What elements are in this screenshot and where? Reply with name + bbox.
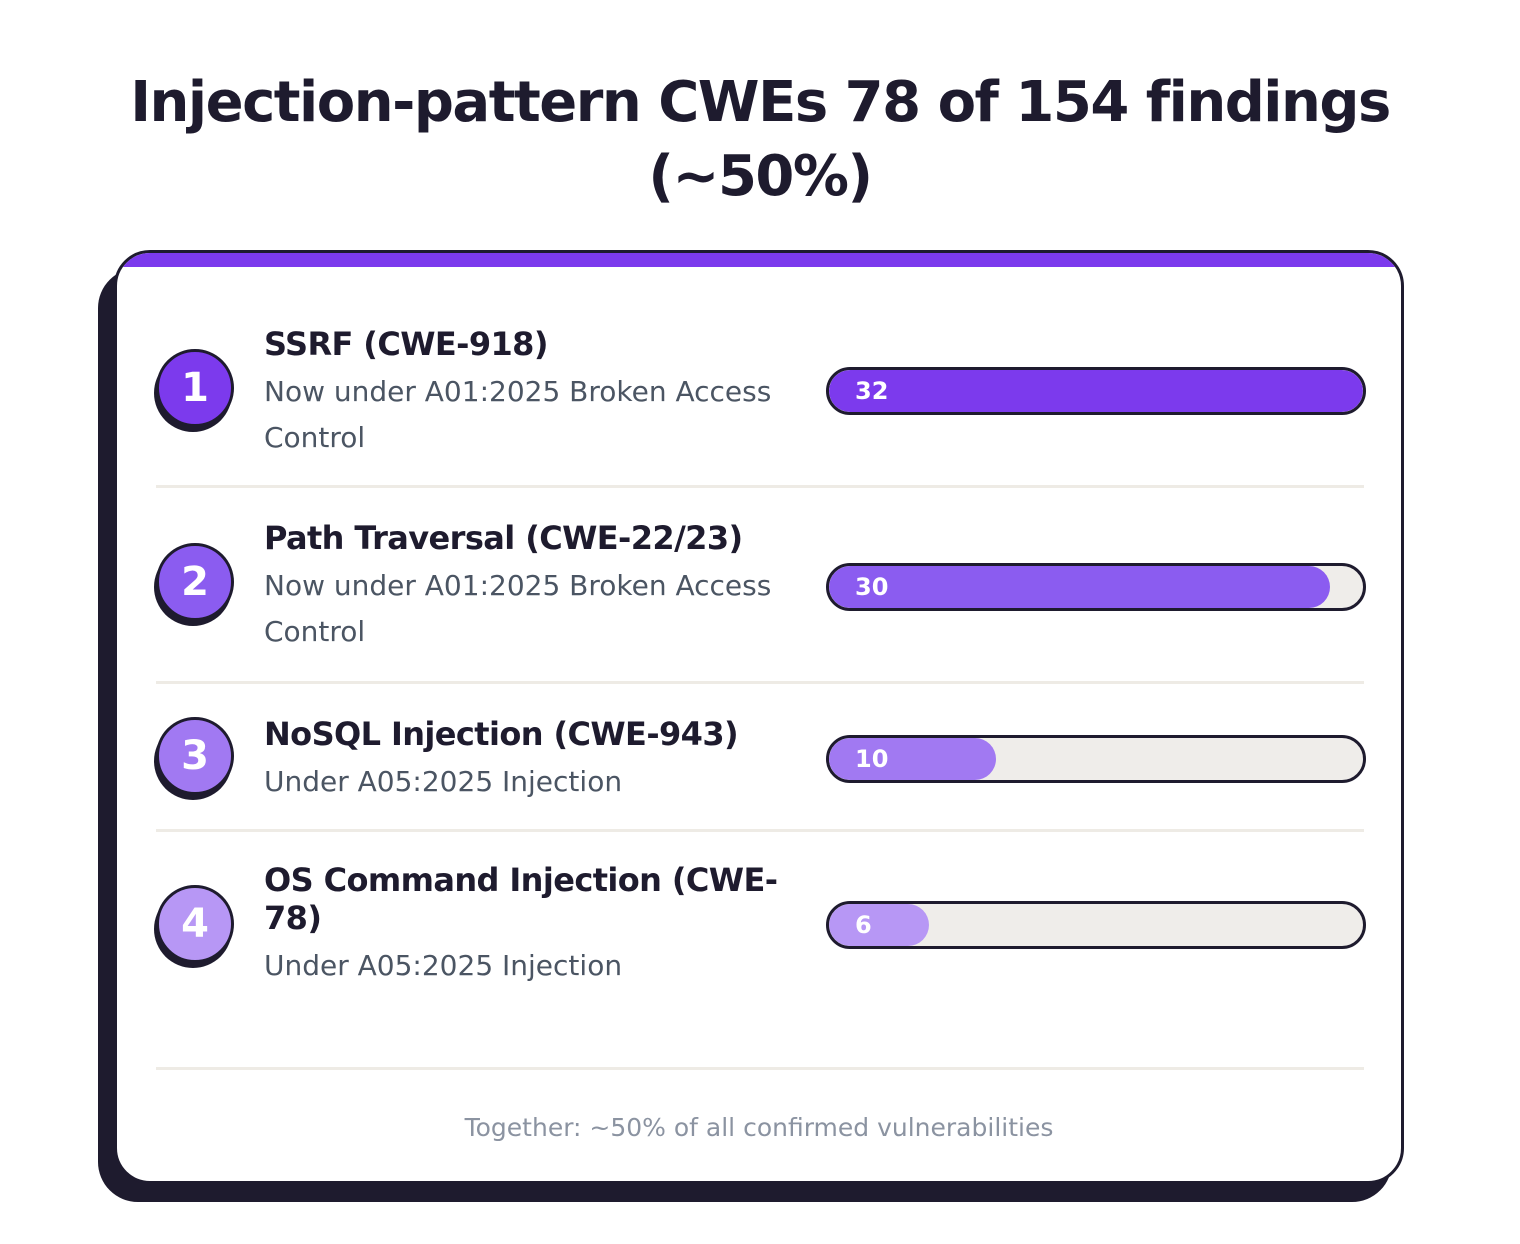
bar-track: 30 xyxy=(826,563,1366,611)
bar-fill xyxy=(829,566,1330,608)
bar-track: 10 xyxy=(826,735,1366,783)
row-text: NoSQL Injection (CWE-943) Under A05:2025… xyxy=(264,715,804,805)
row-subtitle: Now under A01:2025 Broken Access Control xyxy=(264,569,772,648)
bar-value-label: 10 xyxy=(855,745,889,773)
rank-badge: 1 xyxy=(156,349,234,427)
chart-card: 1 SSRF (CWE-918) Now under A01:2025 Brok… xyxy=(114,250,1404,1184)
row-divider xyxy=(156,829,1364,832)
row-subtitle: Under A05:2025 Injection xyxy=(264,765,623,798)
rank-badge: 4 xyxy=(156,885,234,963)
row-label: SSRF (CWE-918) xyxy=(264,325,548,363)
rank-badge: 3 xyxy=(156,717,234,795)
row-subtitle: Under A05:2025 Injection xyxy=(264,949,623,982)
bar-track: 6 xyxy=(826,901,1366,949)
row-subtitle: Now under A01:2025 Broken Access Control xyxy=(264,375,772,454)
card-accent-bar xyxy=(117,253,1401,267)
chart-row-1: 1 SSRF (CWE-918) Now under A01:2025 Brok… xyxy=(156,325,1366,475)
row-divider xyxy=(156,681,1364,684)
bar-value-label: 32 xyxy=(855,377,889,405)
rank-badge: 2 xyxy=(156,543,234,621)
row-divider xyxy=(156,1067,1364,1070)
chart-title: Injection-pattern CWEs 78 of 154 finding… xyxy=(0,66,1520,214)
row-label: OS Command Injection (CWE-78) xyxy=(264,861,778,937)
chart-row-2: 2 Path Traversal (CWE-22/23) Now under A… xyxy=(156,519,1366,669)
chart-title-text: Injection-pattern CWEs 78 of 154 finding… xyxy=(130,70,1391,209)
row-text: SSRF (CWE-918) Now under A01:2025 Broken… xyxy=(264,325,804,461)
footer-note: Together: ~50% of all confirmed vulnerab… xyxy=(464,1113,1054,1142)
bar-fill xyxy=(829,738,996,780)
row-text: OS Command Injection (CWE-78) Under A05:… xyxy=(264,861,784,989)
row-label: Path Traversal (CWE-22/23) xyxy=(264,519,743,557)
bar-value-label: 6 xyxy=(855,911,872,939)
row-label: NoSQL Injection (CWE-943) xyxy=(264,715,739,753)
bar-fill xyxy=(829,370,1363,412)
bar-value-label: 30 xyxy=(855,573,889,601)
bar-fill xyxy=(829,904,930,946)
bar-track: 32 xyxy=(826,367,1366,415)
chart-row-4: 4 OS Command Injection (CWE-78) Under A0… xyxy=(156,861,1366,1011)
chart-row-3: 3 NoSQL Injection (CWE-943) Under A05:20… xyxy=(156,715,1366,825)
row-divider xyxy=(156,485,1364,488)
row-text: Path Traversal (CWE-22/23) Now under A01… xyxy=(264,519,804,655)
